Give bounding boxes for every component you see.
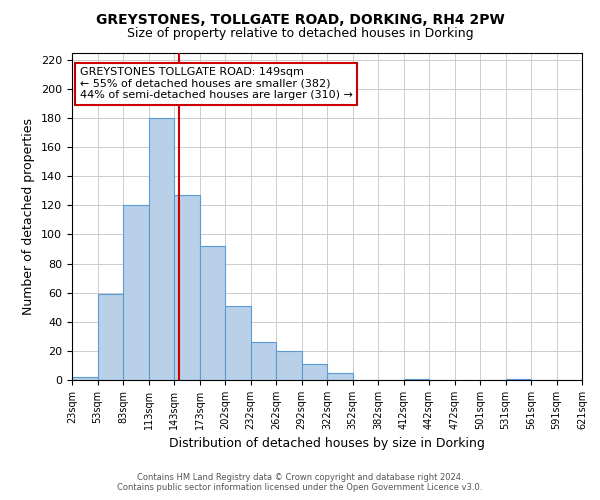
Text: Contains HM Land Registry data © Crown copyright and database right 2024.
Contai: Contains HM Land Registry data © Crown c…	[118, 473, 482, 492]
X-axis label: Distribution of detached houses by size in Dorking: Distribution of detached houses by size …	[169, 438, 485, 450]
Bar	[225, 306, 251, 380]
Bar	[149, 118, 174, 380]
Text: Size of property relative to detached houses in Dorking: Size of property relative to detached ho…	[127, 28, 473, 40]
Bar	[505, 378, 531, 380]
Bar	[174, 195, 199, 380]
Bar	[97, 294, 123, 380]
Bar	[123, 206, 149, 380]
Y-axis label: Number of detached properties: Number of detached properties	[22, 118, 35, 315]
Text: GREYSTONES TOLLGATE ROAD: 149sqm
← 55% of detached houses are smaller (382)
44% : GREYSTONES TOLLGATE ROAD: 149sqm ← 55% o…	[80, 67, 353, 100]
Bar	[404, 378, 429, 380]
Bar	[199, 246, 225, 380]
Bar	[72, 377, 97, 380]
Bar	[302, 364, 327, 380]
Bar	[327, 372, 353, 380]
Bar	[251, 342, 276, 380]
Text: GREYSTONES, TOLLGATE ROAD, DORKING, RH4 2PW: GREYSTONES, TOLLGATE ROAD, DORKING, RH4 …	[95, 12, 505, 26]
Bar	[276, 351, 302, 380]
